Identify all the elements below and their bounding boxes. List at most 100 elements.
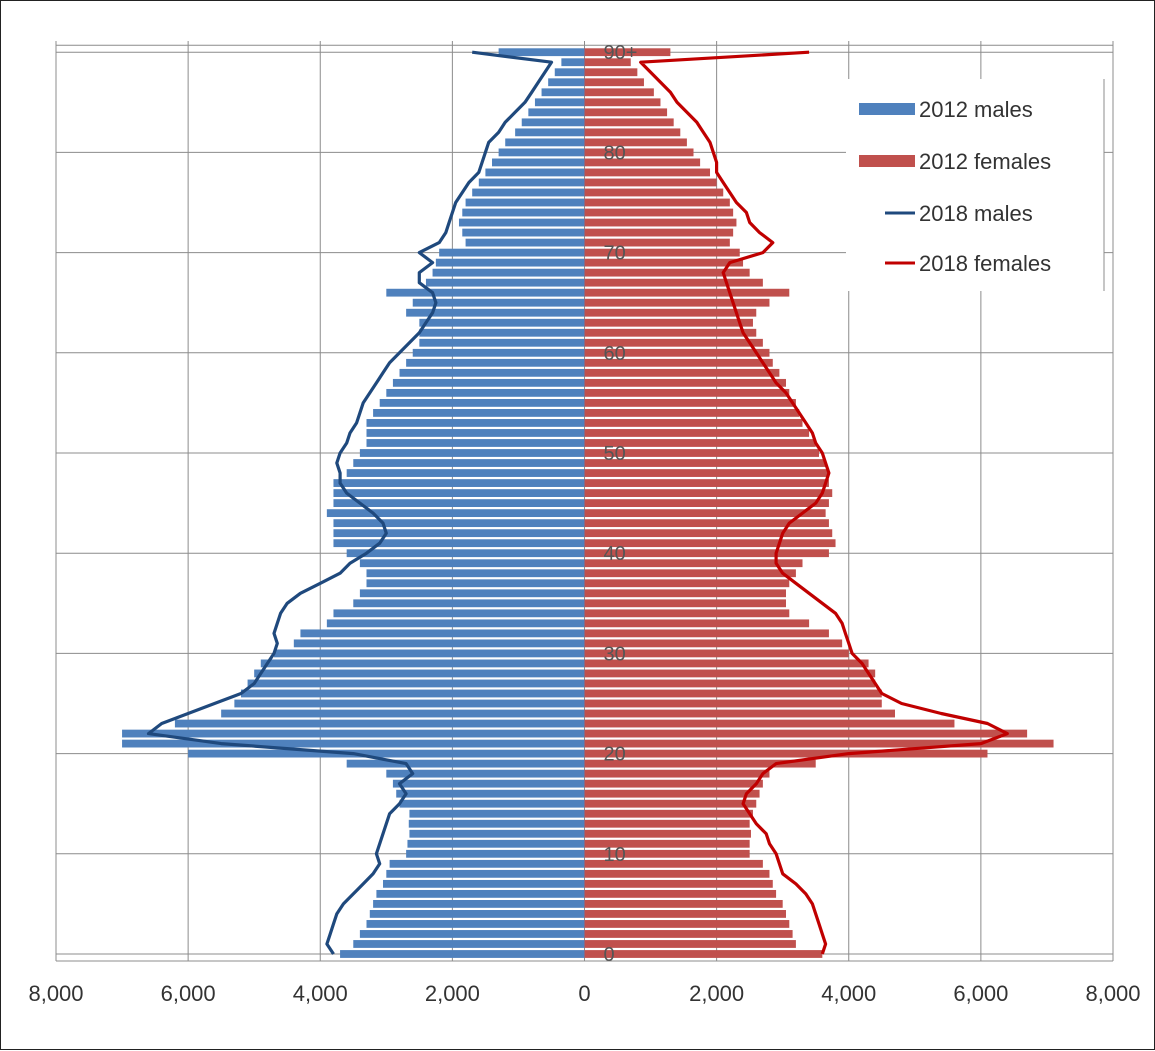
female-bar-80 bbox=[584, 148, 694, 157]
male-bar-49 bbox=[353, 459, 585, 467]
female-bar-47 bbox=[584, 479, 829, 487]
female-bar-88 bbox=[584, 68, 638, 77]
female-bar-2 bbox=[584, 930, 793, 938]
male-bar-81 bbox=[505, 138, 585, 147]
male-bar-59 bbox=[406, 358, 585, 367]
male-bar-87 bbox=[548, 78, 585, 87]
male-bar-90 bbox=[498, 48, 585, 57]
female-bar-3 bbox=[584, 920, 790, 928]
female-bar-82 bbox=[584, 128, 681, 137]
female-bar-46 bbox=[584, 489, 833, 497]
female-bar-64 bbox=[584, 308, 757, 317]
male-bar-14 bbox=[409, 809, 585, 818]
female-bar-63 bbox=[584, 318, 753, 327]
male-bar-76 bbox=[472, 188, 585, 197]
female-bar-73 bbox=[584, 218, 737, 227]
female-bar-24 bbox=[584, 709, 895, 718]
male-bar-74 bbox=[462, 208, 585, 217]
y-tick-label: 40 bbox=[604, 543, 626, 565]
male-bar-56 bbox=[386, 388, 585, 397]
male-bar-70 bbox=[439, 248, 585, 257]
male-bar-52 bbox=[366, 429, 585, 437]
male-bar-28 bbox=[254, 669, 585, 678]
male-bar-79 bbox=[492, 158, 585, 167]
x-tick-label: 0 bbox=[578, 981, 590, 1006]
male-bar-18 bbox=[386, 769, 585, 778]
female-bar-5 bbox=[584, 899, 783, 908]
male-bar-24 bbox=[221, 709, 585, 718]
female-bar-65 bbox=[584, 298, 770, 307]
male-bar-42 bbox=[333, 529, 585, 538]
female-bar-16 bbox=[584, 789, 760, 798]
x-tick-label: 4,000 bbox=[821, 981, 876, 1006]
male-bar-45 bbox=[333, 499, 585, 508]
male-bar-60 bbox=[412, 348, 585, 357]
female-bar-18 bbox=[584, 769, 770, 778]
female-bar-41 bbox=[584, 539, 836, 548]
female-bar-14 bbox=[584, 809, 753, 818]
female-bar-4 bbox=[584, 910, 786, 918]
male-bar-16 bbox=[396, 789, 585, 798]
male-bar-21 bbox=[122, 739, 585, 748]
x-tick-label: 6,000 bbox=[953, 981, 1008, 1006]
female-bar-86 bbox=[584, 88, 654, 97]
female-bar-38 bbox=[584, 569, 796, 578]
female-bar-36 bbox=[584, 589, 786, 598]
female-bar-12 bbox=[584, 829, 751, 838]
male-bar-10 bbox=[406, 849, 585, 858]
male-bar-57 bbox=[392, 378, 585, 387]
male-bar-88 bbox=[554, 68, 585, 77]
male-bar-54 bbox=[373, 409, 585, 417]
male-bar-51 bbox=[366, 439, 585, 447]
female-bar-32 bbox=[584, 629, 829, 638]
female-bar-22 bbox=[584, 729, 1028, 738]
male-bar-69 bbox=[435, 258, 585, 267]
female-bar-9 bbox=[584, 859, 763, 868]
y-tick-label: 10 bbox=[604, 844, 626, 866]
male-bar-35 bbox=[353, 599, 585, 608]
female-bar-37 bbox=[584, 579, 790, 588]
female-bar-70 bbox=[584, 248, 740, 257]
female-bar-30 bbox=[584, 649, 849, 658]
female-bar-35 bbox=[584, 599, 786, 608]
female-bar-1 bbox=[584, 940, 796, 948]
male-bar-30 bbox=[274, 649, 585, 658]
female-bar-8 bbox=[584, 869, 770, 878]
legend-swatch bbox=[859, 103, 915, 115]
female-bar-31 bbox=[584, 639, 843, 648]
series-line-2018-females bbox=[639, 50, 1009, 955]
female-bar-43 bbox=[584, 519, 829, 528]
female-bar-83 bbox=[584, 118, 674, 127]
y-tick-label: 20 bbox=[604, 744, 626, 766]
male-bar-27 bbox=[247, 679, 585, 688]
male-bar-7 bbox=[383, 879, 585, 888]
female-bar-75 bbox=[584, 198, 730, 207]
male-bar-53 bbox=[366, 419, 585, 427]
male-bar-19 bbox=[346, 759, 585, 768]
y-tick-label: 30 bbox=[604, 643, 626, 665]
female-bar-89 bbox=[584, 58, 631, 67]
male-bar-5 bbox=[373, 899, 585, 908]
legend-swatch bbox=[859, 155, 915, 167]
male-bar-47 bbox=[333, 479, 585, 487]
male-bar-72 bbox=[462, 228, 585, 237]
female-bar-76 bbox=[584, 188, 724, 197]
legend-label: 2018 females bbox=[919, 251, 1051, 276]
female-bar-84 bbox=[584, 108, 668, 117]
male-bar-34 bbox=[333, 609, 585, 618]
male-bar-1 bbox=[353, 940, 585, 948]
male-bar-4 bbox=[369, 910, 585, 918]
female-bar-67 bbox=[584, 278, 763, 287]
female-bar-78 bbox=[584, 168, 711, 177]
female-bar-28 bbox=[584, 669, 876, 678]
male-bar-17 bbox=[392, 779, 585, 788]
male-bar-65 bbox=[412, 298, 585, 307]
male-bar-85 bbox=[534, 98, 585, 107]
male-bar-25 bbox=[234, 699, 585, 708]
female-bar-66 bbox=[584, 288, 790, 297]
male-bar-23 bbox=[174, 719, 585, 728]
female-bar-56 bbox=[584, 388, 790, 397]
female-bar-69 bbox=[584, 258, 744, 267]
female-bar-26 bbox=[584, 689, 882, 698]
female-bar-34 bbox=[584, 609, 790, 618]
